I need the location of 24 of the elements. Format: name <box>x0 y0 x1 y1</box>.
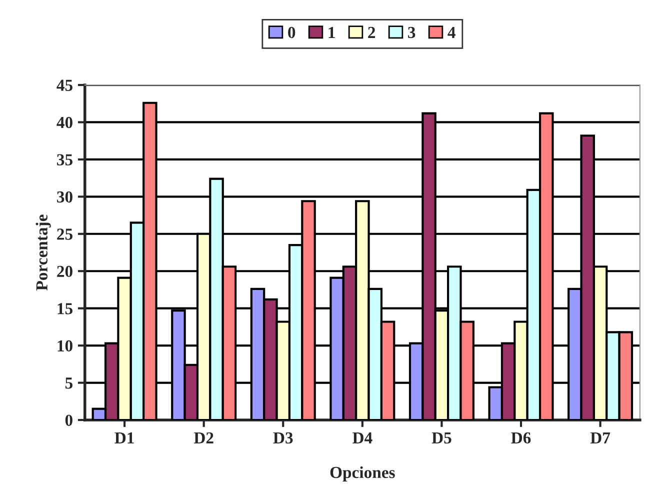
legend-label: 0 <box>288 26 296 38</box>
y-axis-title: Porcentaje <box>36 214 51 290</box>
x-tick-label: D2 <box>194 432 214 444</box>
legend-label: 1 <box>328 26 335 38</box>
x-axis-title: Opciones <box>330 466 395 482</box>
y-tick-label: 20 <box>57 266 72 278</box>
legend-label: 2 <box>368 26 376 38</box>
y-tick-label: 5 <box>65 378 72 389</box>
x-tick-label: D5 <box>432 432 452 444</box>
y-tick-label: 10 <box>58 340 72 352</box>
y-tick-label: 0 <box>65 414 72 426</box>
legend-label: 4 <box>448 26 456 38</box>
y-tick-label: 35 <box>57 154 72 166</box>
y-tick-label: 15 <box>58 303 72 314</box>
x-tick-label: D4 <box>352 432 372 444</box>
x-tick-label: D6 <box>511 432 531 444</box>
x-tick-label: D7 <box>590 432 610 444</box>
x-tick-label: D1 <box>114 432 134 444</box>
y-tick-label: 30 <box>57 191 72 203</box>
y-tick-label: 40 <box>56 116 72 128</box>
y-tick-label: 25 <box>57 228 72 240</box>
x-tick-label: D3 <box>273 432 293 444</box>
legend-label: 3 <box>408 26 416 38</box>
y-tick-label: 45 <box>56 80 72 91</box>
